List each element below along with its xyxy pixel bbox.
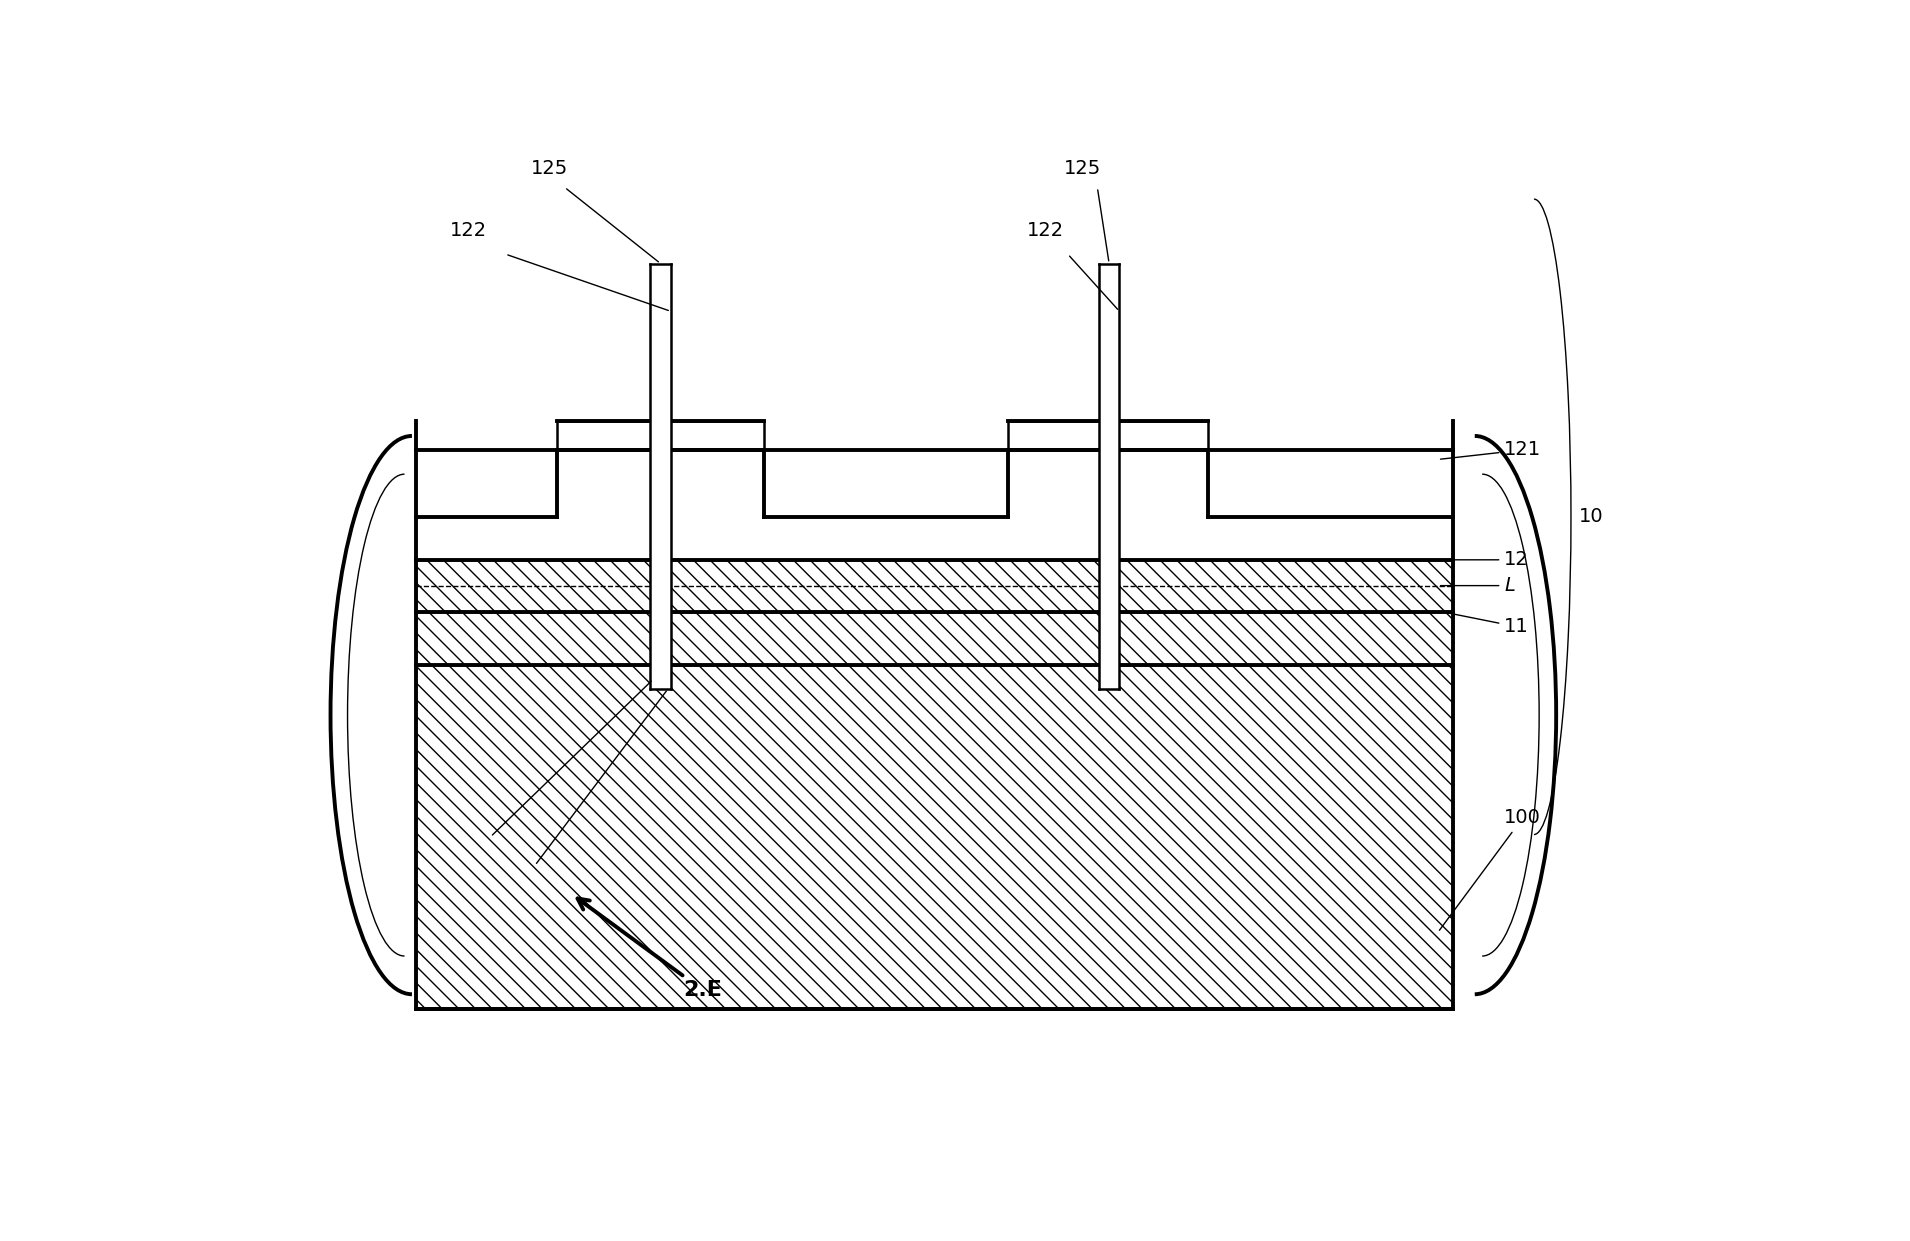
Bar — [416, 560, 1454, 612]
Bar — [416, 516, 558, 560]
Bar — [1209, 450, 1454, 516]
Text: 125: 125 — [1064, 159, 1102, 177]
Text: 125: 125 — [531, 159, 569, 177]
Bar — [416, 612, 1454, 665]
Bar — [416, 450, 558, 516]
Text: 2.E: 2.E — [577, 898, 722, 1000]
Bar — [649, 263, 670, 689]
Text: 10: 10 — [1578, 508, 1602, 526]
Text: 11: 11 — [1448, 613, 1530, 637]
Bar — [416, 665, 1454, 1009]
Bar — [1209, 516, 1454, 560]
Text: 12: 12 — [1440, 550, 1530, 570]
Bar — [558, 421, 764, 450]
Bar — [416, 450, 1454, 560]
Text: 122: 122 — [449, 221, 487, 240]
Bar — [558, 450, 764, 560]
Bar — [1008, 421, 1209, 450]
Bar — [764, 450, 1008, 516]
Text: 100: 100 — [1440, 808, 1541, 931]
Text: L: L — [1440, 576, 1515, 596]
Bar — [1098, 263, 1119, 689]
Bar — [1008, 450, 1209, 560]
Text: 121: 121 — [1440, 441, 1541, 459]
Text: 122: 122 — [1028, 221, 1064, 240]
Bar — [764, 516, 1008, 560]
